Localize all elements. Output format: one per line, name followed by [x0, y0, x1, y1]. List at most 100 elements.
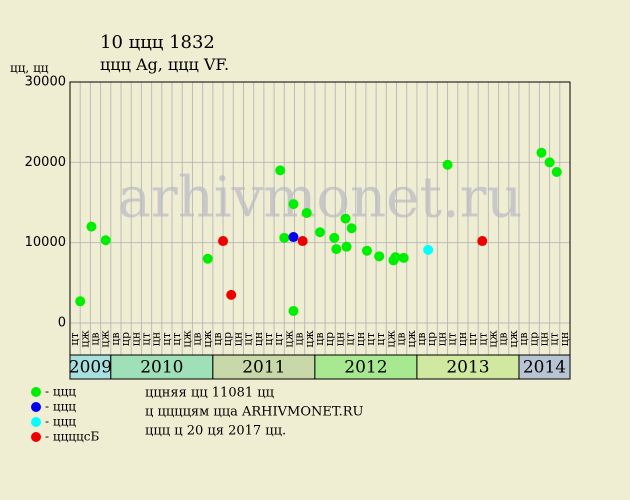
data-point	[361, 245, 372, 256]
x-tick-label: цр	[323, 332, 336, 346]
y-tick-label: 30000	[25, 75, 66, 90]
year-label: 2013	[446, 358, 489, 378]
x-tick-label: цт	[160, 332, 173, 345]
y-axis-label: цц, цц	[10, 61, 49, 75]
x-tick-label: цж	[486, 330, 499, 347]
data-point	[218, 236, 229, 247]
x-tick-label: цж	[99, 330, 112, 347]
data-point	[226, 289, 237, 300]
legend-label: - ццц	[45, 400, 76, 414]
x-tick-label: цв	[89, 332, 102, 345]
y-tick-label: 10000	[25, 235, 66, 250]
x-tick-label: цв	[191, 332, 204, 345]
data-point	[288, 232, 299, 243]
x-tick-label: цт	[476, 332, 489, 345]
data-point	[346, 223, 357, 234]
x-tick-label: цт	[466, 332, 479, 345]
data-point	[329, 232, 340, 243]
data-point	[75, 296, 86, 307]
x-tick-label: цж	[78, 330, 91, 347]
y-tick-label: 20000	[25, 155, 66, 170]
chart-subtitle: ццц Ag, ццц VF.	[100, 55, 229, 74]
data-point	[551, 166, 562, 177]
x-tick-label: цн	[456, 332, 469, 346]
x-tick-label: цт	[262, 332, 275, 345]
data-point	[442, 159, 453, 170]
year-label: 2009	[69, 358, 112, 378]
data-point	[331, 244, 342, 255]
year-box	[518, 354, 571, 380]
x-tick-label: цж	[405, 330, 418, 347]
x-tick-label: цт	[374, 332, 387, 345]
x-tick-label: цв	[497, 332, 510, 345]
x-tick-label: цж	[180, 330, 193, 347]
year-box	[416, 354, 520, 380]
x-tick-label: цт	[68, 332, 81, 345]
year-label: 2014	[523, 358, 566, 378]
data-point	[390, 252, 401, 263]
x-tick-label: цж	[507, 330, 520, 347]
x-tick-label: цж	[303, 330, 316, 347]
data-point	[288, 305, 299, 316]
data-point	[536, 147, 547, 158]
data-point	[398, 252, 409, 263]
x-tick-label: цв	[109, 332, 122, 345]
x-tick-label: цн	[558, 332, 571, 346]
year-label: 2010	[140, 358, 183, 378]
x-tick-label: цв	[415, 332, 428, 345]
x-tick-label: цн	[354, 332, 367, 346]
legend-label: - ццц	[45, 385, 76, 399]
x-tick-label: цт	[242, 332, 255, 345]
x-tick-label: цн	[537, 332, 550, 346]
x-tick-label: цр	[527, 332, 540, 346]
x-tick-label: цн	[252, 332, 265, 346]
data-point	[341, 241, 352, 252]
x-tick-label: цт	[170, 332, 183, 345]
legend-marker	[31, 417, 41, 427]
legend-marker	[31, 387, 41, 397]
data-point	[340, 213, 351, 224]
x-tick-label: цж	[201, 330, 214, 347]
x-tick-label: цт	[344, 332, 357, 345]
data-point	[288, 199, 299, 210]
x-tick-label: цн	[129, 332, 142, 346]
x-tick-label: цв	[517, 332, 530, 345]
x-tick-label: цж	[282, 330, 295, 347]
watermark: arhivmonet.ru	[118, 166, 523, 231]
x-tick-label: цж	[384, 330, 397, 347]
data-point	[279, 232, 290, 243]
legend-marker	[31, 432, 41, 442]
note: ццц ц 20 ця 2017 цц.	[145, 424, 286, 439]
x-tick-label: цр	[119, 332, 132, 346]
data-point	[301, 207, 312, 218]
note: ццняя цц 11081 цц	[145, 386, 274, 401]
data-point	[202, 253, 213, 264]
legend-label: - ццц	[45, 415, 76, 429]
data-point	[544, 157, 555, 168]
x-tick-label: цн	[333, 332, 346, 346]
x-tick-label: цн	[150, 332, 163, 346]
x-tick-label: цн	[435, 332, 448, 346]
legend-marker	[31, 402, 41, 412]
data-point	[315, 227, 325, 238]
x-tick-label: цт	[140, 332, 153, 345]
x-tick-label: цр	[221, 332, 234, 346]
x-tick-label: цт	[548, 332, 561, 345]
data-point	[100, 235, 111, 246]
data-point	[423, 244, 434, 255]
x-tick-label: цв	[211, 332, 224, 345]
x-tick-label: цт	[272, 332, 285, 345]
data-point	[374, 251, 385, 262]
x-tick-label: цр	[425, 332, 438, 346]
legend-label: - ццццсБ	[45, 430, 99, 444]
chart-title: 10 ццц 1832	[100, 32, 215, 53]
x-tick-label: цв	[293, 332, 306, 345]
x-tick-label: цв	[395, 332, 408, 345]
year-label: 2012	[344, 358, 387, 378]
y-tick-label: 0	[58, 316, 66, 331]
year-box	[110, 354, 214, 380]
year-label: 2011	[242, 358, 285, 378]
note: ц ццццям цца ARHIVMONET.RU	[145, 405, 364, 420]
x-tick-label: цт	[364, 332, 377, 345]
